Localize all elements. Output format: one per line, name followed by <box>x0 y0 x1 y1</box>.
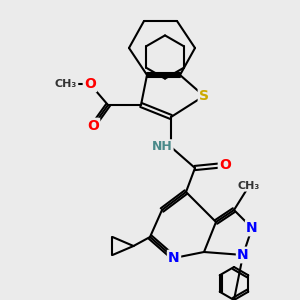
Text: CH₃: CH₃ <box>55 79 77 89</box>
Text: N: N <box>237 248 249 262</box>
Text: O: O <box>219 158 231 172</box>
Text: N: N <box>168 251 180 265</box>
Text: CH₃: CH₃ <box>238 181 260 191</box>
Text: NH: NH <box>152 140 172 154</box>
Text: O: O <box>84 77 96 91</box>
Text: N: N <box>246 221 258 235</box>
Text: S: S <box>199 89 209 103</box>
Text: O: O <box>87 119 99 133</box>
